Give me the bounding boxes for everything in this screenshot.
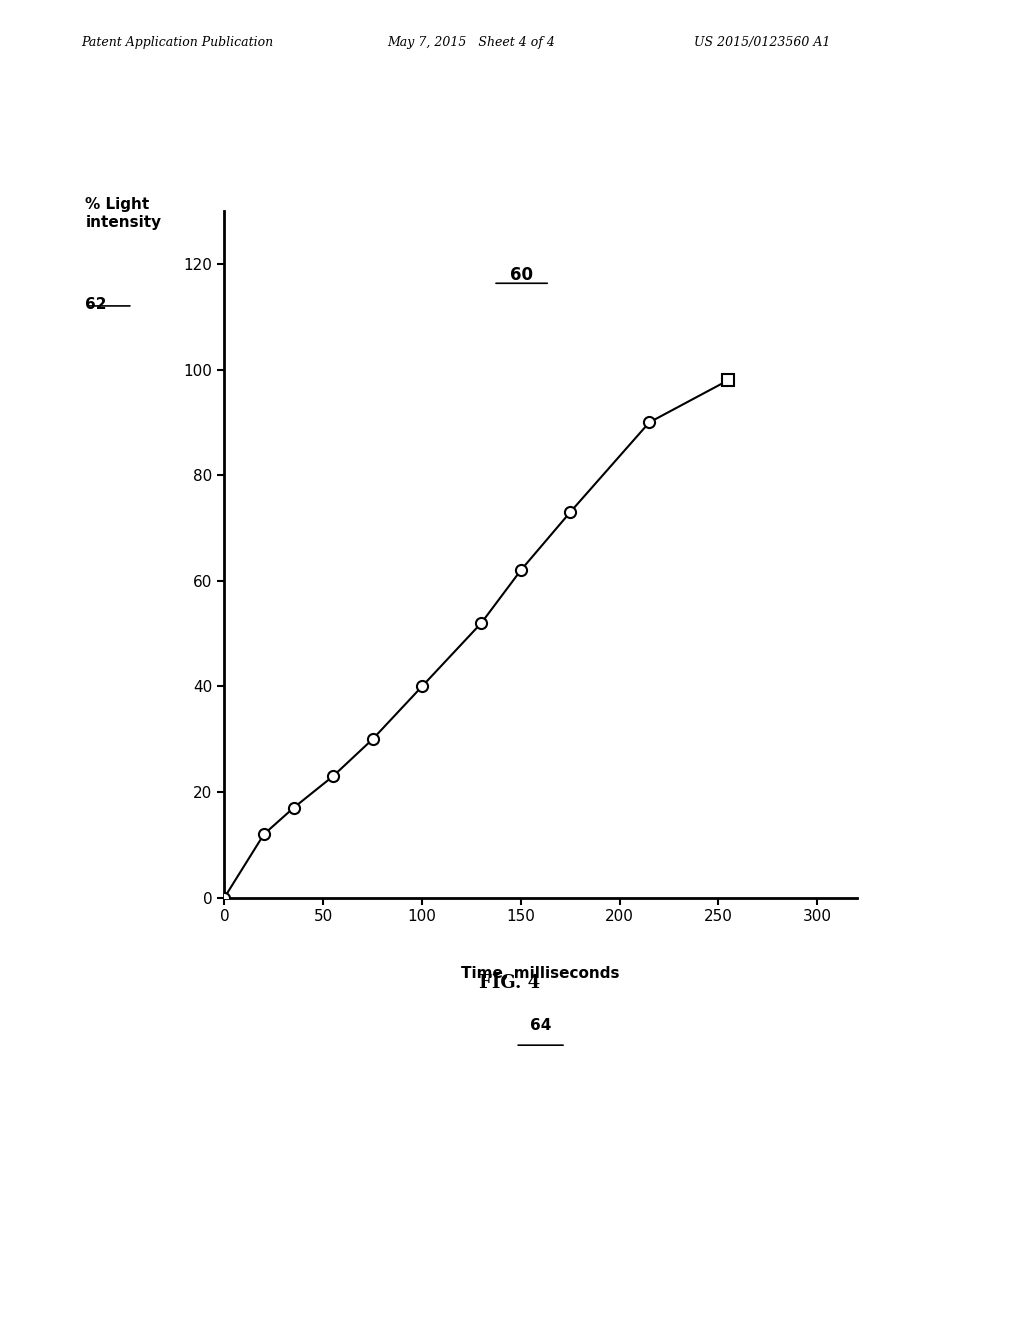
Text: Time, milliseconds: Time, milliseconds: [461, 966, 620, 981]
Text: FIG. 4: FIG. 4: [479, 974, 540, 993]
Text: Patent Application Publication: Patent Application Publication: [82, 36, 273, 49]
Text: US 2015/0123560 A1: US 2015/0123560 A1: [693, 36, 829, 49]
Text: 60: 60: [510, 267, 533, 284]
Text: May 7, 2015   Sheet 4 of 4: May 7, 2015 Sheet 4 of 4: [387, 36, 555, 49]
Text: 62: 62: [86, 297, 107, 312]
Text: 64: 64: [530, 1018, 550, 1032]
Text: % Light
intensity: % Light intensity: [86, 198, 161, 230]
